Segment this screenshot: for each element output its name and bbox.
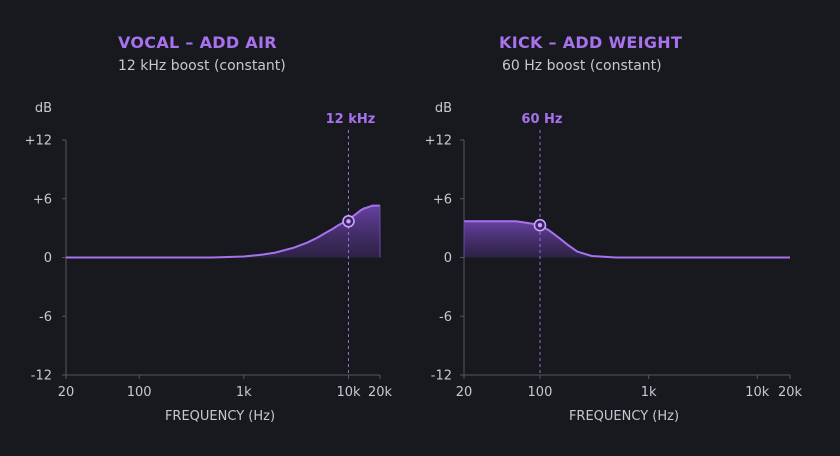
eq-boost-area: [464, 221, 790, 258]
kick-eq-panel: KICK – ADD WEIGHT 60 Hz boost (constant)…: [420, 0, 840, 456]
x-axis-label: FREQUENCY (Hz): [165, 409, 275, 424]
vocal-eq-panel: VOCAL – ADD AIR 12 kHz boost (constant) …: [25, 33, 393, 424]
x-tick-label: 20: [456, 385, 473, 400]
x-tick-label: 100: [528, 385, 553, 400]
chart-title: VOCAL – ADD AIR: [118, 33, 277, 52]
frequency-marker-label: 60 Hz: [521, 112, 562, 127]
x-tick-label: 10k: [336, 385, 361, 400]
x-tick-label: 100: [127, 385, 152, 400]
x-axis-label: FREQUENCY (Hz): [569, 409, 679, 424]
y-tick-label: 0: [444, 251, 452, 266]
y-axis-label: dB: [35, 101, 52, 116]
y-tick-label: +6: [433, 192, 452, 207]
chart-subtitle: 12 kHz boost (constant): [118, 58, 286, 74]
x-tick-label: 1k: [236, 385, 252, 400]
y-tick-label: 0: [44, 251, 52, 266]
y-tick-label: -6: [439, 310, 452, 325]
frequency-marker-label: 12 kHz: [326, 112, 376, 127]
y-tick-label: -12: [31, 369, 52, 384]
eq-band-handle-dot: [537, 222, 543, 228]
vocal-eq-plot: +12 +6 0 -6 -12 dB 20 100 1k 10k 20k FREQUENCY (Hz)…: [25, 101, 393, 424]
y-tick-label: +6: [33, 192, 52, 207]
x-tick-label: 20: [58, 385, 75, 400]
y-tick-label: +12: [425, 134, 452, 149]
y-tick-label: -12: [431, 369, 452, 384]
x-tick-label: 1k: [641, 385, 657, 400]
y-tick-label: -6: [39, 310, 52, 325]
eq-curve-line: [66, 204, 380, 259]
x-tick-label: 10k: [745, 385, 770, 400]
chart-title: KICK – ADD WEIGHT: [499, 33, 683, 52]
x-tick-label: 20k: [778, 385, 803, 400]
y-axis-label: dB: [435, 101, 452, 116]
x-tick-label: 20k: [368, 385, 393, 400]
kick-eq-plot: +12 +6 0 -6 -12 dB 20 100 1k 10k 20k FREQUENCY (Hz)…: [425, 101, 803, 424]
eq-band-handle-dot: [346, 219, 351, 224]
chart-subtitle: 60 Hz boost (constant): [502, 58, 662, 74]
y-tick-label: +12: [25, 134, 52, 149]
eq-boost-area: [66, 205, 380, 258]
eq-curve-line: [464, 220, 790, 259]
